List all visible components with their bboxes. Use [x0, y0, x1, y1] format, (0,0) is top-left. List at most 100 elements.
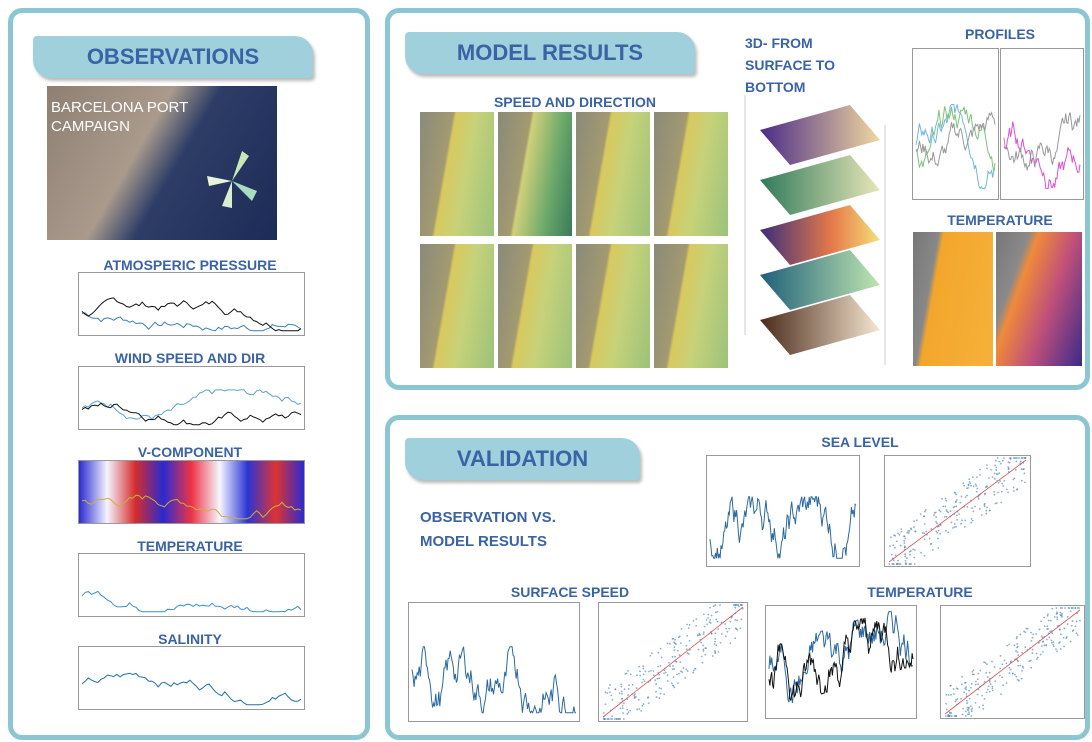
temperature-scatter	[940, 605, 1085, 719]
decoration	[734, 637, 736, 639]
decoration	[82, 313, 301, 331]
decoration	[995, 467, 997, 469]
decoration	[686, 635, 688, 637]
surface-speed-scatter	[598, 602, 748, 722]
decoration	[975, 684, 977, 686]
decoration	[695, 618, 697, 620]
decoration	[988, 477, 990, 479]
chart-title: V-COMPONENT	[60, 444, 320, 460]
decoration	[989, 691, 991, 693]
decoration	[933, 514, 935, 516]
decoration	[640, 710, 642, 712]
decoration	[702, 662, 704, 664]
decoration	[682, 667, 684, 669]
decoration	[687, 670, 689, 672]
decoration	[1019, 634, 1021, 636]
decoration	[951, 715, 953, 717]
decoration	[660, 693, 662, 695]
decoration	[615, 718, 617, 720]
decoration	[1016, 636, 1018, 638]
decoration	[1031, 652, 1033, 654]
decoration	[1071, 607, 1073, 609]
decoration	[1043, 644, 1045, 646]
decoration	[958, 513, 960, 515]
decoration	[734, 607, 736, 609]
decoration	[1030, 660, 1032, 662]
decoration	[622, 705, 624, 707]
decoration	[1060, 648, 1062, 650]
decoration	[636, 687, 638, 689]
decoration	[693, 620, 695, 622]
decoration	[895, 554, 897, 556]
temperature-map	[996, 232, 1082, 366]
decoration	[668, 662, 670, 664]
decoration	[686, 648, 688, 650]
decoration	[82, 673, 301, 704]
decoration	[678, 673, 680, 675]
validation-title: VALIDATION	[405, 438, 640, 480]
decoration	[706, 623, 708, 625]
decoration	[954, 492, 956, 494]
decoration	[1070, 641, 1072, 643]
decoration	[1071, 625, 1073, 627]
decoration	[1031, 640, 1033, 642]
decoration	[657, 666, 659, 668]
decoration	[604, 703, 606, 705]
decoration	[897, 532, 899, 534]
decoration	[1003, 480, 1005, 482]
decoration	[945, 530, 947, 532]
decorative-lines	[79, 647, 304, 709]
decoration	[997, 457, 999, 459]
decoration	[672, 665, 674, 667]
decoration	[1014, 457, 1016, 459]
decoration	[985, 510, 987, 512]
decoration	[967, 714, 969, 716]
decoration	[945, 498, 947, 500]
decoration	[703, 631, 705, 633]
decoration	[650, 670, 652, 672]
decoration	[940, 511, 942, 513]
decoration	[972, 520, 974, 522]
decoration	[719, 604, 721, 606]
decoration	[957, 688, 959, 690]
decoration	[1060, 634, 1062, 636]
decoration	[658, 674, 660, 676]
decoration	[1036, 658, 1038, 660]
section-title: TEMPERATURE	[925, 212, 1075, 228]
decoration	[977, 678, 979, 680]
decoration	[606, 692, 608, 694]
decoration	[714, 641, 716, 643]
decoration	[962, 708, 964, 710]
decoration	[679, 654, 681, 656]
decoration	[962, 714, 964, 716]
decoration	[1025, 457, 1027, 459]
decoration	[705, 647, 707, 649]
decoration	[974, 506, 976, 508]
decoration	[904, 538, 906, 540]
decoration	[1016, 651, 1018, 653]
decoration	[961, 676, 963, 678]
decoration	[734, 604, 736, 606]
decoration	[988, 685, 990, 687]
decoration	[944, 506, 946, 508]
decoration	[924, 555, 926, 557]
decoration	[969, 698, 971, 700]
decoration	[724, 623, 726, 625]
decoration	[945, 500, 947, 502]
decoration	[939, 533, 941, 535]
decoration	[1016, 489, 1018, 491]
decoration	[968, 711, 970, 713]
decoration	[729, 642, 731, 644]
decoration	[979, 508, 981, 510]
decoration	[889, 545, 891, 547]
decoration	[647, 696, 649, 698]
decoration	[907, 530, 909, 532]
section-title: PROFILES	[940, 26, 1060, 42]
decoration	[620, 683, 622, 685]
decoration	[1041, 645, 1043, 647]
decoration	[937, 538, 939, 540]
decoration	[1054, 616, 1056, 618]
decoration	[717, 611, 719, 613]
decoration	[1008, 644, 1010, 646]
decoration	[969, 481, 971, 483]
